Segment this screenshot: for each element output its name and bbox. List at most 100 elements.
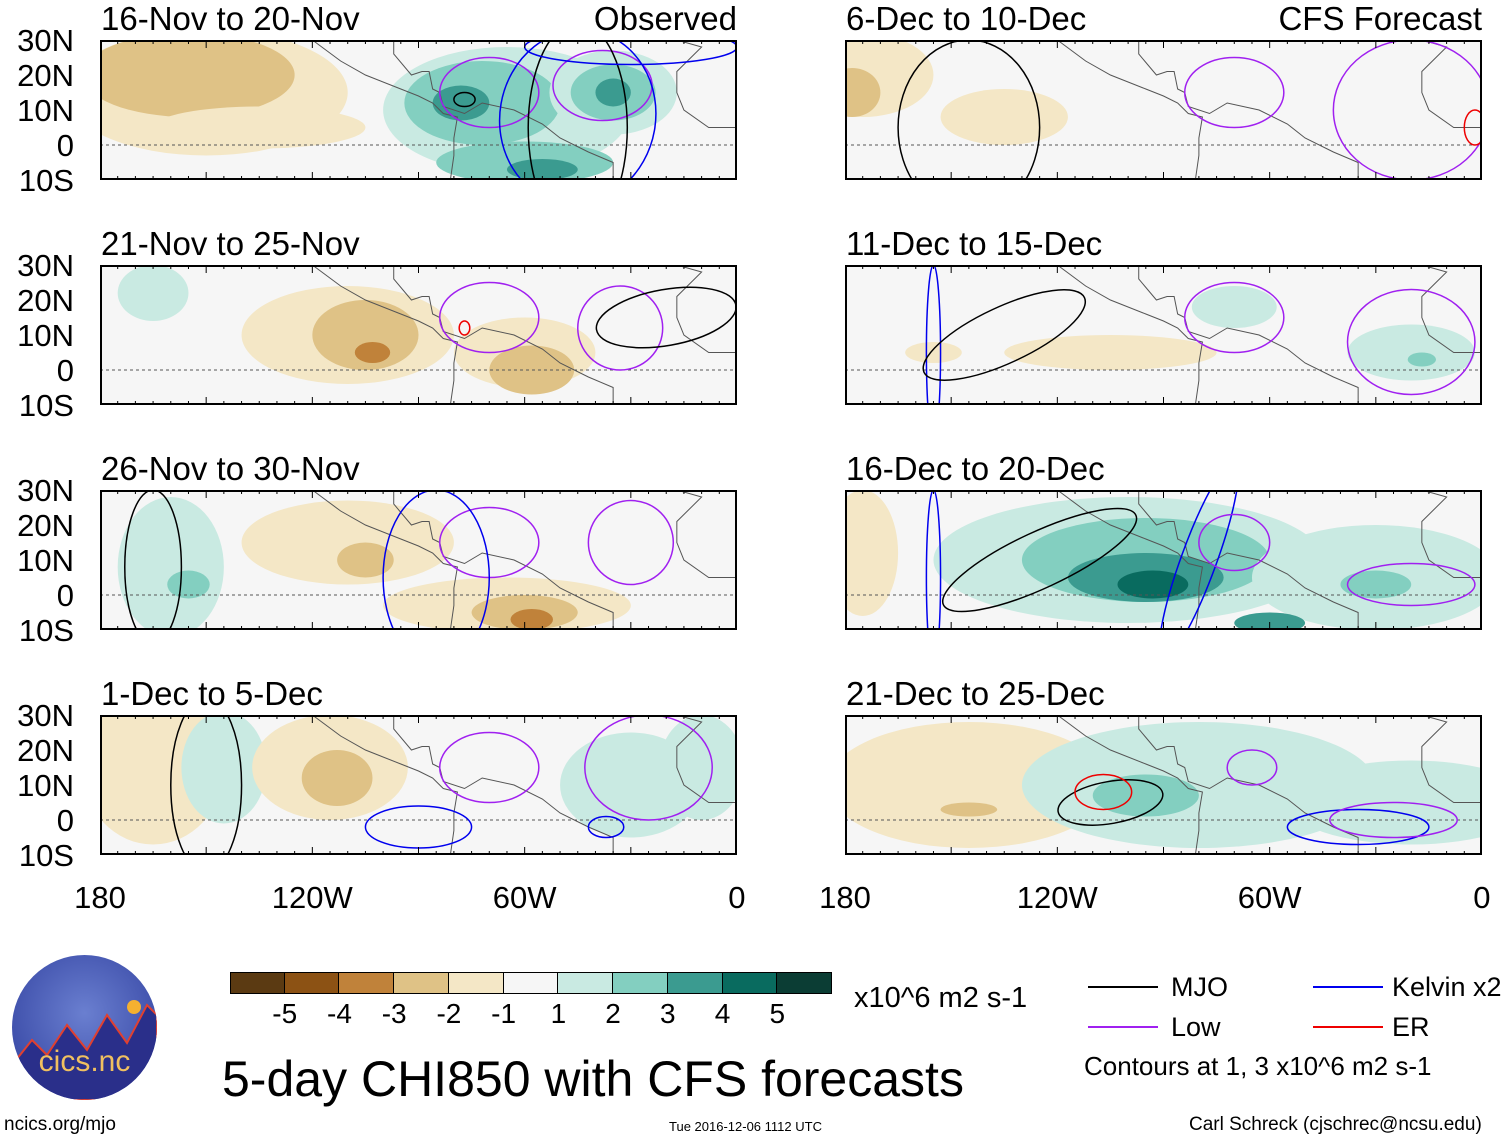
- lon-label: 0: [1473, 880, 1491, 915]
- anomaly-shading: [181, 715, 267, 824]
- lon-label: 60W: [1237, 880, 1302, 915]
- anomaly-shading: [940, 802, 998, 817]
- colorbar-label: 5: [769, 998, 786, 1029]
- map-canvas: [100, 715, 737, 855]
- wave-contour: [922, 289, 1087, 381]
- legend-er-line: [1313, 1026, 1383, 1028]
- map-panel: [100, 265, 737, 405]
- anomaly-shading: [153, 106, 366, 149]
- colorbar-swatch: [722, 972, 778, 994]
- lat-label: 10N: [17, 768, 74, 803]
- wave-contour: [587, 815, 625, 839]
- anomaly-shading: [1117, 570, 1189, 599]
- colorbar-label: 3: [660, 998, 676, 1029]
- anomaly-shading: [940, 89, 1068, 145]
- wave-contour: [1346, 562, 1476, 607]
- coastline: [312, 715, 458, 855]
- panel-title: 16-Nov to 20-Nov: [101, 0, 360, 37]
- logo-text: cics.nc: [38, 1045, 131, 1078]
- colorbar-swatch: [284, 972, 340, 994]
- colorbar-label: 4: [714, 998, 731, 1029]
- lat-label: 10S: [18, 613, 74, 648]
- colorbar-swatch: [503, 972, 559, 994]
- coastline: [1421, 490, 1482, 578]
- anomaly-shading: [1347, 324, 1475, 381]
- coastline: [312, 490, 458, 630]
- wave-contour: [1463, 109, 1482, 146]
- anomaly-shading: [1191, 286, 1277, 328]
- wave-contour: [925, 490, 942, 630]
- map-panel: [845, 40, 1482, 180]
- panel-title: 6-Dec to 10-Dec: [846, 0, 1087, 37]
- legend-mjo-line: [1088, 986, 1158, 988]
- lat-label: 10N: [17, 93, 74, 128]
- colorbar-label: -3: [381, 998, 407, 1029]
- map-canvas: [845, 490, 1482, 630]
- wave-contour: [1346, 288, 1476, 396]
- map-panel: [845, 715, 1482, 855]
- legend-low-label: Low: [1171, 1012, 1221, 1042]
- wave-contour: [124, 490, 183, 630]
- wave-contour: [1183, 281, 1285, 354]
- colorbar-swatch: [394, 972, 449, 994]
- wave-contour: [438, 731, 540, 804]
- wave-contour: [458, 320, 471, 336]
- panel-title: 16-Dec to 20-Dec: [846, 450, 1105, 487]
- colorbar-swatch: [339, 972, 395, 994]
- anomaly-shading: [510, 609, 553, 630]
- legend-mjo-label: MJO: [1171, 972, 1228, 1002]
- wave-contour: [170, 715, 243, 855]
- lat-label: 30N: [17, 23, 74, 58]
- lat-label: 0: [56, 128, 74, 163]
- anomaly-shading: [337, 542, 394, 578]
- anomaly-shading: [905, 342, 962, 363]
- panel-title: 26-Nov to 30-Nov: [101, 450, 360, 487]
- coastline: [676, 490, 737, 578]
- panel-tag: CFS Forecast: [1278, 0, 1482, 37]
- panel-title: 11-Dec to 15-Dec: [846, 225, 1103, 262]
- wave-contour: [1183, 56, 1285, 129]
- anomaly-shading: [845, 722, 1111, 848]
- legend-er-label: ER: [1392, 1012, 1430, 1042]
- panel-title: 1-Dec to 5-Dec: [101, 675, 323, 712]
- coastline: [1057, 715, 1203, 855]
- wave-contour: [1329, 801, 1458, 839]
- lat-label: 20N: [17, 733, 74, 768]
- lat-label: 10S: [18, 838, 74, 873]
- legend-kelvin-label: Kelvin x2: [1392, 972, 1502, 1002]
- anomaly-shading: [241, 500, 454, 585]
- map-canvas: [845, 40, 1482, 180]
- lat-label: 0: [56, 578, 74, 613]
- wave-contour: [587, 499, 675, 586]
- lon-label: 60W: [492, 880, 557, 915]
- lat-label: 20N: [17, 283, 74, 318]
- colorbar-label: 2: [605, 998, 621, 1029]
- wave-contour: [584, 715, 713, 821]
- lat-label: 10S: [18, 388, 74, 423]
- coastline: [676, 40, 737, 128]
- wave-contour: [941, 507, 1138, 613]
- map-canvas: [845, 715, 1482, 855]
- colorbar-label: -2: [436, 998, 462, 1029]
- anomaly-shading: [167, 570, 210, 599]
- footer-url[interactable]: ncics.org/mjo: [4, 1114, 116, 1135]
- anomaly-shading: [1407, 352, 1436, 367]
- map-panel: [845, 265, 1482, 405]
- coastline: [312, 40, 458, 180]
- wave-contour: [1226, 749, 1278, 786]
- colorbar-swatch: [667, 972, 723, 994]
- coastline: [312, 265, 458, 405]
- wave-contour: [1074, 773, 1133, 811]
- anomaly-shading: [301, 750, 373, 806]
- wave-contour: [453, 91, 476, 108]
- coastline: [1057, 40, 1203, 180]
- map-canvas: [100, 490, 737, 630]
- map-panel: [100, 40, 737, 180]
- lat-label: 20N: [17, 508, 74, 543]
- wave-contour: [1057, 779, 1164, 826]
- lat-label: 30N: [17, 248, 74, 283]
- colorbar-swatch: [777, 972, 832, 994]
- coastline: [1421, 265, 1482, 353]
- lon-label: 180: [74, 880, 126, 915]
- anomaly-shading: [1340, 570, 1412, 599]
